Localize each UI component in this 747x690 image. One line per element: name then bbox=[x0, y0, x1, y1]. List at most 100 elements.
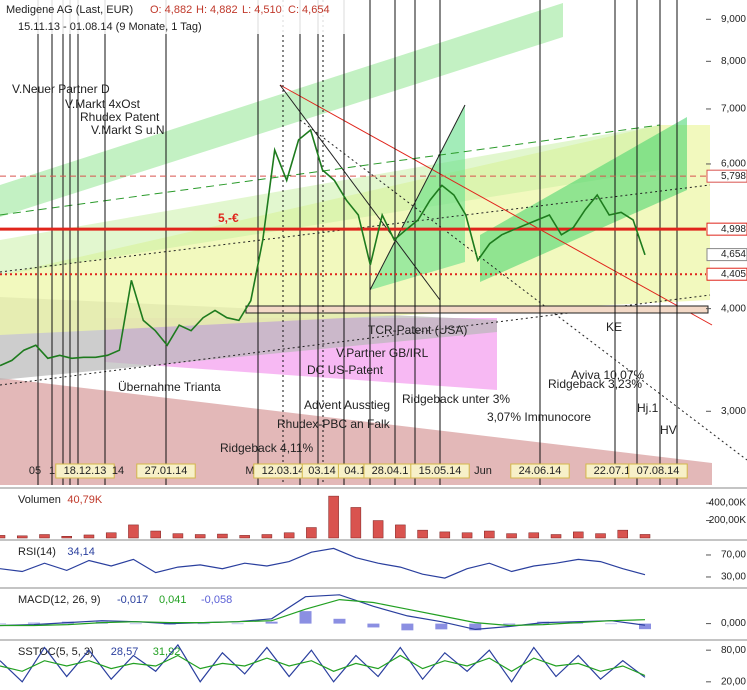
level-label: 5,798 bbox=[721, 171, 746, 182]
histogram-bar bbox=[27, 622, 40, 624]
x-label-box bbox=[510, 463, 570, 479]
legend-value: -0,058 bbox=[201, 594, 232, 606]
ohlc: O: 4,882 bbox=[150, 4, 192, 16]
bar bbox=[372, 520, 384, 539]
bar bbox=[439, 531, 451, 539]
panel-title: Volumen bbox=[18, 494, 61, 506]
header-bg bbox=[0, 0, 345, 34]
histogram-bar bbox=[333, 618, 346, 624]
bar bbox=[217, 533, 228, 539]
x-tick-label: 27.01.14 bbox=[145, 465, 188, 477]
trendline bbox=[369, 104, 466, 291]
level-box bbox=[706, 222, 747, 236]
bar bbox=[283, 532, 295, 539]
level-box bbox=[706, 267, 747, 281]
legend-value: 34,14 bbox=[67, 546, 95, 558]
x-tick-label: 07.08.14 bbox=[637, 465, 680, 477]
series-line bbox=[0, 547, 646, 579]
bar bbox=[261, 534, 273, 539]
x-tick-label: 14 bbox=[112, 465, 124, 477]
x-tick-label: 22.07.1 bbox=[594, 465, 631, 477]
x-tick-label: Jun bbox=[474, 465, 492, 477]
bar bbox=[105, 532, 117, 539]
series-line bbox=[0, 128, 646, 367]
bar bbox=[61, 536, 72, 539]
drawings bbox=[0, 0, 747, 641]
x-tick-label: 03.14 bbox=[308, 465, 336, 477]
histogram-bar bbox=[401, 623, 414, 631]
panel-title: SSTOC(5, 5, 3) bbox=[18, 646, 94, 658]
legend-value: 31,92 bbox=[153, 646, 181, 658]
y-tick-label: 0,000 bbox=[721, 618, 746, 629]
bar bbox=[484, 530, 495, 539]
x-tick-label: 28.04.1 bbox=[372, 465, 409, 477]
bar bbox=[0, 535, 6, 539]
annotation: V.Markt S u.N bbox=[91, 123, 165, 137]
box bbox=[245, 305, 709, 314]
x-tick-label: 24.06.14 bbox=[519, 465, 562, 477]
y-tick-label: 80,00 bbox=[721, 645, 746, 656]
histogram-bar bbox=[299, 611, 312, 624]
annotation: V.Neuer Partner D bbox=[12, 82, 110, 96]
histogram-bar bbox=[605, 623, 618, 625]
annotation: Advent Ausstieg bbox=[304, 398, 390, 412]
x-tick-label: 1 bbox=[49, 465, 55, 477]
bar bbox=[617, 529, 629, 539]
zone bbox=[0, 378, 712, 485]
annotation: Ridgeback 3,23% bbox=[548, 377, 642, 391]
bar bbox=[16, 535, 28, 539]
annotation: Rhudex-PBC an Falk bbox=[277, 417, 391, 431]
trendline bbox=[0, 124, 661, 216]
annotation: KE bbox=[606, 320, 622, 334]
trendline bbox=[279, 84, 713, 326]
y-tick-label: 70,00 bbox=[721, 550, 746, 561]
panel-title: RSI(14) bbox=[18, 546, 56, 558]
trendline bbox=[0, 184, 711, 273]
bar bbox=[417, 529, 428, 539]
level-label: 4,405 bbox=[721, 269, 746, 280]
x-label-box bbox=[136, 463, 196, 479]
histogram-bar bbox=[435, 623, 448, 630]
bar bbox=[172, 533, 184, 539]
bar bbox=[83, 534, 95, 539]
annotation: 3,07% Immunocore bbox=[487, 410, 591, 424]
channel bbox=[480, 117, 687, 282]
ohlc: H: 4,882 bbox=[196, 4, 238, 16]
histogram-bar bbox=[639, 623, 651, 630]
event-lines bbox=[37, 0, 678, 485]
histogram-bar bbox=[197, 623, 210, 625]
histogram-bar bbox=[231, 623, 244, 625]
x-label-box bbox=[628, 463, 688, 479]
trendline bbox=[279, 84, 441, 301]
bar bbox=[506, 533, 517, 539]
annotation: Rhudex Patent bbox=[80, 110, 160, 124]
x-tick-label: 05 bbox=[29, 465, 41, 477]
y-tick-label: 20,00 bbox=[721, 676, 746, 687]
y-tick-label: 400,00K bbox=[709, 498, 747, 509]
bar bbox=[639, 534, 651, 539]
x-tick-label: 04.1 bbox=[344, 465, 365, 477]
series-line bbox=[0, 654, 646, 677]
ohlc: L: 4,510 bbox=[242, 4, 282, 16]
legend-value: -0,017 bbox=[117, 594, 148, 606]
y-tick-label: 3,000 bbox=[721, 406, 746, 417]
bar bbox=[573, 531, 584, 539]
bar bbox=[550, 534, 562, 539]
x-tick-label: 18.12.13 bbox=[64, 465, 107, 477]
ohlc: C: 4,654 bbox=[288, 4, 330, 16]
annotation: Übernahme Trianta bbox=[118, 380, 221, 394]
trendline bbox=[299, 119, 747, 461]
histogram-bar bbox=[129, 623, 142, 625]
bar bbox=[461, 532, 473, 539]
bar bbox=[306, 527, 317, 539]
bar bbox=[150, 530, 161, 539]
bar bbox=[350, 507, 362, 539]
annotation: 5,-€ bbox=[218, 211, 239, 225]
annotation: Ridgeback 4,11% bbox=[220, 441, 314, 455]
bar bbox=[239, 535, 250, 539]
level-box bbox=[706, 248, 747, 262]
histogram-bar bbox=[503, 623, 516, 625]
annotation: Hj.1 bbox=[637, 401, 659, 415]
date-range: 15.11.13 - 01.08.14 (9 Monate, 1 Tag) bbox=[18, 21, 202, 33]
